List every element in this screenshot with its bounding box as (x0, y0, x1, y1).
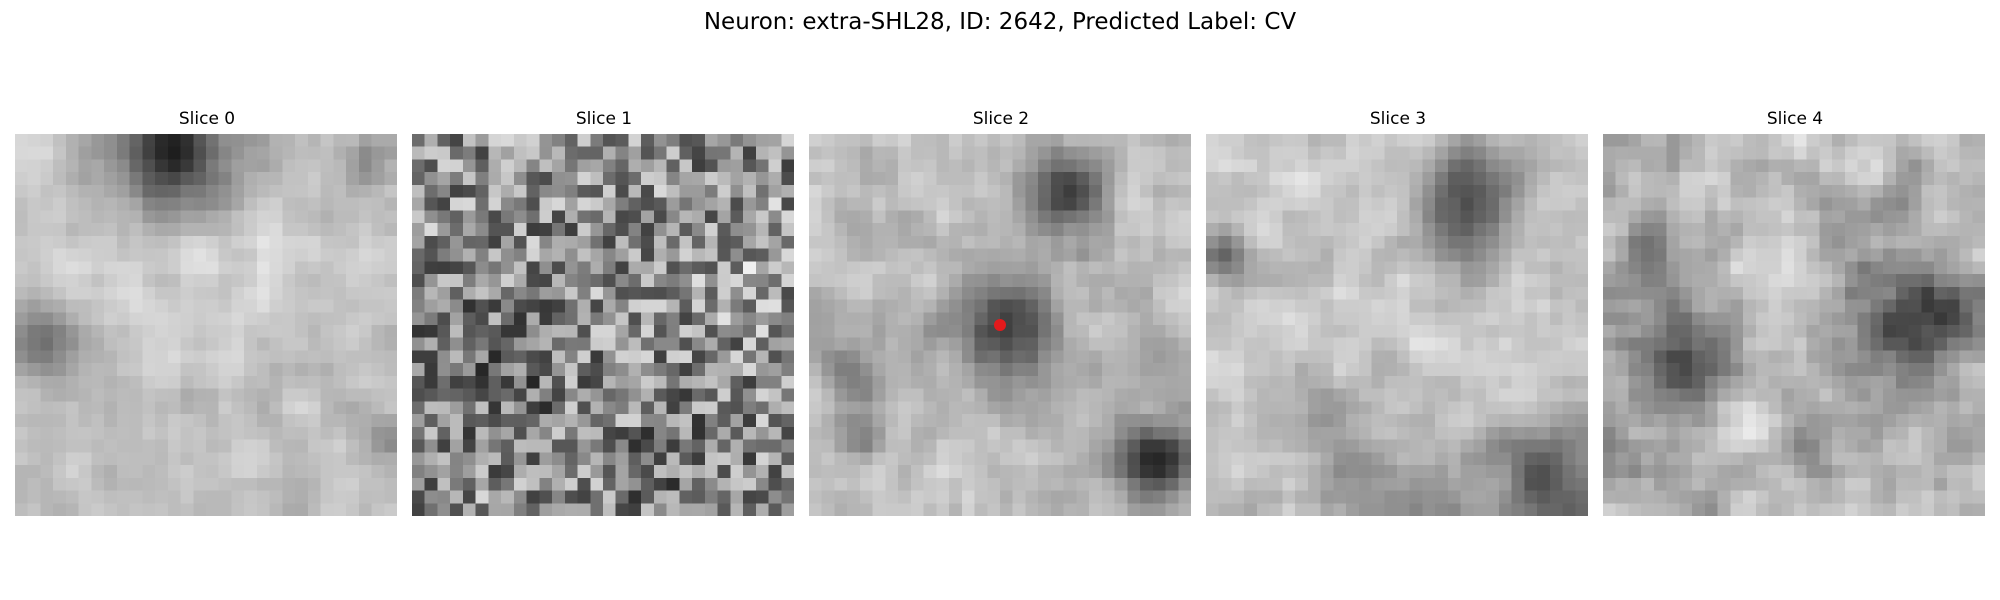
slice-image (412, 134, 794, 516)
slice-panel-3: Slice 3 (1206, 108, 1590, 516)
center-marker (994, 319, 1006, 331)
slice-panel-2: Slice 2 (809, 108, 1193, 516)
figure-title: Neuron: extra-SHL28, ID: 2642, Predicted… (703, 9, 1297, 35)
slice-title: Slice 2 (972, 109, 1030, 129)
slice-title: Slice 1 (575, 109, 633, 129)
slice-title: Slice 3 (1369, 109, 1427, 129)
slice-panel-1: Slice 1 (412, 108, 796, 516)
slice-title: Slice 4 (1766, 109, 1824, 129)
slice-panel-0: Slice 0 (15, 108, 399, 516)
slice-image (15, 134, 397, 516)
slice-panel-4: Slice 4 (1603, 108, 1987, 516)
slice-title: Slice 0 (178, 109, 236, 129)
slice-image (1603, 134, 1985, 516)
slice-image (1206, 134, 1588, 516)
